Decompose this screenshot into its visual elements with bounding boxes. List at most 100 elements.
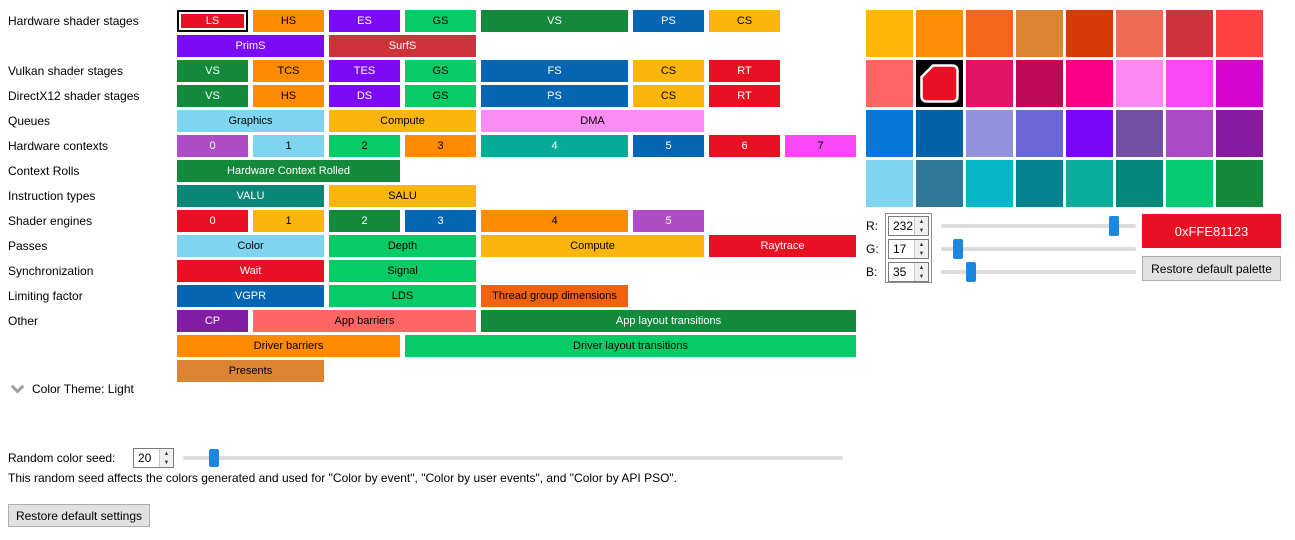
palette-cell-r1c2[interactable] [966, 60, 1013, 107]
color-chip-cs[interactable]: CS [633, 85, 704, 107]
color-chip-tcs[interactable]: TCS [253, 60, 324, 82]
palette-cell-r1c5[interactable] [1116, 60, 1163, 107]
palette-cell-r3c0[interactable] [866, 160, 913, 207]
palette-cell-r1c7[interactable] [1216, 60, 1263, 107]
color-chip-depth[interactable]: Depth [329, 235, 476, 257]
color-chip-surfs[interactable]: SurfS [329, 35, 476, 57]
color-chip-compute[interactable]: Compute [329, 110, 476, 132]
color-chip-thread-group-dimensions[interactable]: Thread group dimensions [481, 285, 628, 307]
color-chip-cs[interactable]: CS [633, 60, 704, 82]
palette-cell-r1c4[interactable] [1066, 60, 1113, 107]
channel-spinner-g[interactable]: 17 ▲ ▼ [888, 239, 929, 259]
color-chip-hardware-context-rolled[interactable]: Hardware Context Rolled [177, 160, 400, 182]
channel-slider-handle-r[interactable] [1109, 216, 1119, 236]
color-chip-wait[interactable]: Wait [177, 260, 324, 282]
color-chip-color[interactable]: Color [177, 235, 324, 257]
palette-cell-r0c6[interactable] [1166, 10, 1213, 57]
color-chip-cs[interactable]: CS [709, 10, 780, 32]
palette-cell-r0c5[interactable] [1116, 10, 1163, 57]
color-chip-1[interactable]: 1 [253, 210, 324, 232]
color-chip-app-barriers[interactable]: App barriers [253, 310, 476, 332]
spin-up-button[interactable]: ▲ [915, 217, 928, 226]
color-chip-ps[interactable]: PS [633, 10, 704, 32]
color-chip-compute[interactable]: Compute [481, 235, 704, 257]
palette-cell-r1c3[interactable] [1016, 60, 1063, 107]
channel-slider-track-b[interactable] [941, 270, 1136, 274]
color-chip-tes[interactable]: TES [329, 60, 400, 82]
palette-cell-selected[interactable] [916, 60, 963, 107]
spin-down-button[interactable]: ▼ [915, 226, 928, 235]
spin-down-button[interactable]: ▼ [160, 458, 173, 467]
color-chip-3[interactable]: 3 [405, 210, 476, 232]
color-chip-es[interactable]: ES [329, 10, 400, 32]
palette-cell-r0c2[interactable] [966, 10, 1013, 57]
color-chip-salu[interactable]: SALU [329, 185, 476, 207]
palette-cell-r3c5[interactable] [1116, 160, 1163, 207]
color-chip-4[interactable]: 4 [481, 135, 628, 157]
palette-cell-r3c1[interactable] [916, 160, 963, 207]
color-chip-graphics[interactable]: Graphics [177, 110, 324, 132]
palette-cell-r3c3[interactable] [1016, 160, 1063, 207]
spin-up-button[interactable]: ▲ [160, 449, 173, 458]
palette-cell-r2c6[interactable] [1166, 110, 1213, 157]
palette-cell-r0c0[interactable] [866, 10, 913, 57]
color-chip-4[interactable]: 4 [481, 210, 628, 232]
color-chip-vs[interactable]: VS [177, 60, 248, 82]
color-chip-raytrace[interactable]: Raytrace [709, 235, 856, 257]
color-chip-2[interactable]: 2 [329, 210, 400, 232]
chevron-down-icon[interactable] [10, 384, 25, 394]
palette-cell-r3c6[interactable] [1166, 160, 1213, 207]
palette-cell-r0c3[interactable] [1016, 10, 1063, 57]
color-chip-fs[interactable]: FS [481, 60, 628, 82]
color-chip-5[interactable]: 5 [633, 210, 704, 232]
channel-slider-track-g[interactable] [941, 247, 1136, 251]
spin-up-button[interactable]: ▲ [915, 240, 928, 249]
palette-cell-r3c7[interactable] [1216, 160, 1263, 207]
palette-cell-r3c2[interactable] [966, 160, 1013, 207]
palette-cell-r2c1[interactable] [916, 110, 963, 157]
channel-slider-track-r[interactable] [941, 224, 1136, 228]
color-chip-0[interactable]: 0 [177, 210, 248, 232]
palette-cell-r1c0[interactable] [866, 60, 913, 107]
palette-cell-r1c6[interactable] [1166, 60, 1213, 107]
random-seed-slider-track[interactable] [183, 456, 843, 460]
palette-cell-r0c7[interactable] [1216, 10, 1263, 57]
color-chip-dma[interactable]: DMA [481, 110, 704, 132]
palette-cell-r2c4[interactable] [1066, 110, 1113, 157]
color-chip-gs[interactable]: GS [405, 60, 476, 82]
color-chip-vgpr[interactable]: VGPR [177, 285, 324, 307]
palette-cell-r2c7[interactable] [1216, 110, 1263, 157]
restore-default-settings-button[interactable]: Restore default settings [8, 504, 150, 527]
color-theme-section[interactable]: Color Theme: Light [10, 380, 134, 398]
color-chip-signal[interactable]: Signal [329, 260, 476, 282]
color-chip-1[interactable]: 1 [253, 135, 324, 157]
color-chip-gs[interactable]: GS [405, 85, 476, 107]
spin-down-button[interactable]: ▼ [915, 249, 928, 258]
color-chip-lds[interactable]: LDS [329, 285, 476, 307]
spin-up-button[interactable]: ▲ [915, 263, 928, 272]
color-chip-cp[interactable]: CP [177, 310, 248, 332]
color-chip-valu[interactable]: VALU [177, 185, 324, 207]
color-chip-presents[interactable]: Presents [177, 360, 324, 382]
color-chip-6[interactable]: 6 [709, 135, 780, 157]
color-chip-ls[interactable]: LS [177, 10, 248, 32]
restore-default-palette-button[interactable]: Restore default palette [1142, 256, 1281, 281]
color-chip-5[interactable]: 5 [633, 135, 704, 157]
color-chip-app-layout-transitions[interactable]: App layout transitions [481, 310, 856, 332]
color-chip-prims[interactable]: PrimS [177, 35, 324, 57]
color-chip-ps[interactable]: PS [481, 85, 628, 107]
color-chip-driver-barriers[interactable]: Driver barriers [177, 335, 400, 357]
color-chip-driver-layout-transitions[interactable]: Driver layout transitions [405, 335, 856, 357]
color-chip-rt[interactable]: RT [709, 60, 780, 82]
palette-cell-r2c3[interactable] [1016, 110, 1063, 157]
channel-slider-handle-b[interactable] [966, 262, 976, 282]
channel-slider-handle-g[interactable] [953, 239, 963, 259]
color-chip-2[interactable]: 2 [329, 135, 400, 157]
color-chip-7[interactable]: 7 [785, 135, 856, 157]
color-chip-vs[interactable]: VS [481, 10, 628, 32]
random-seed-spinner[interactable]: 20 ▲ ▼ [133, 448, 174, 468]
palette-cell-r2c2[interactable] [966, 110, 1013, 157]
palette-cell-r2c5[interactable] [1116, 110, 1163, 157]
palette-cell-r0c4[interactable] [1066, 10, 1113, 57]
random-seed-slider-handle[interactable] [209, 449, 219, 467]
